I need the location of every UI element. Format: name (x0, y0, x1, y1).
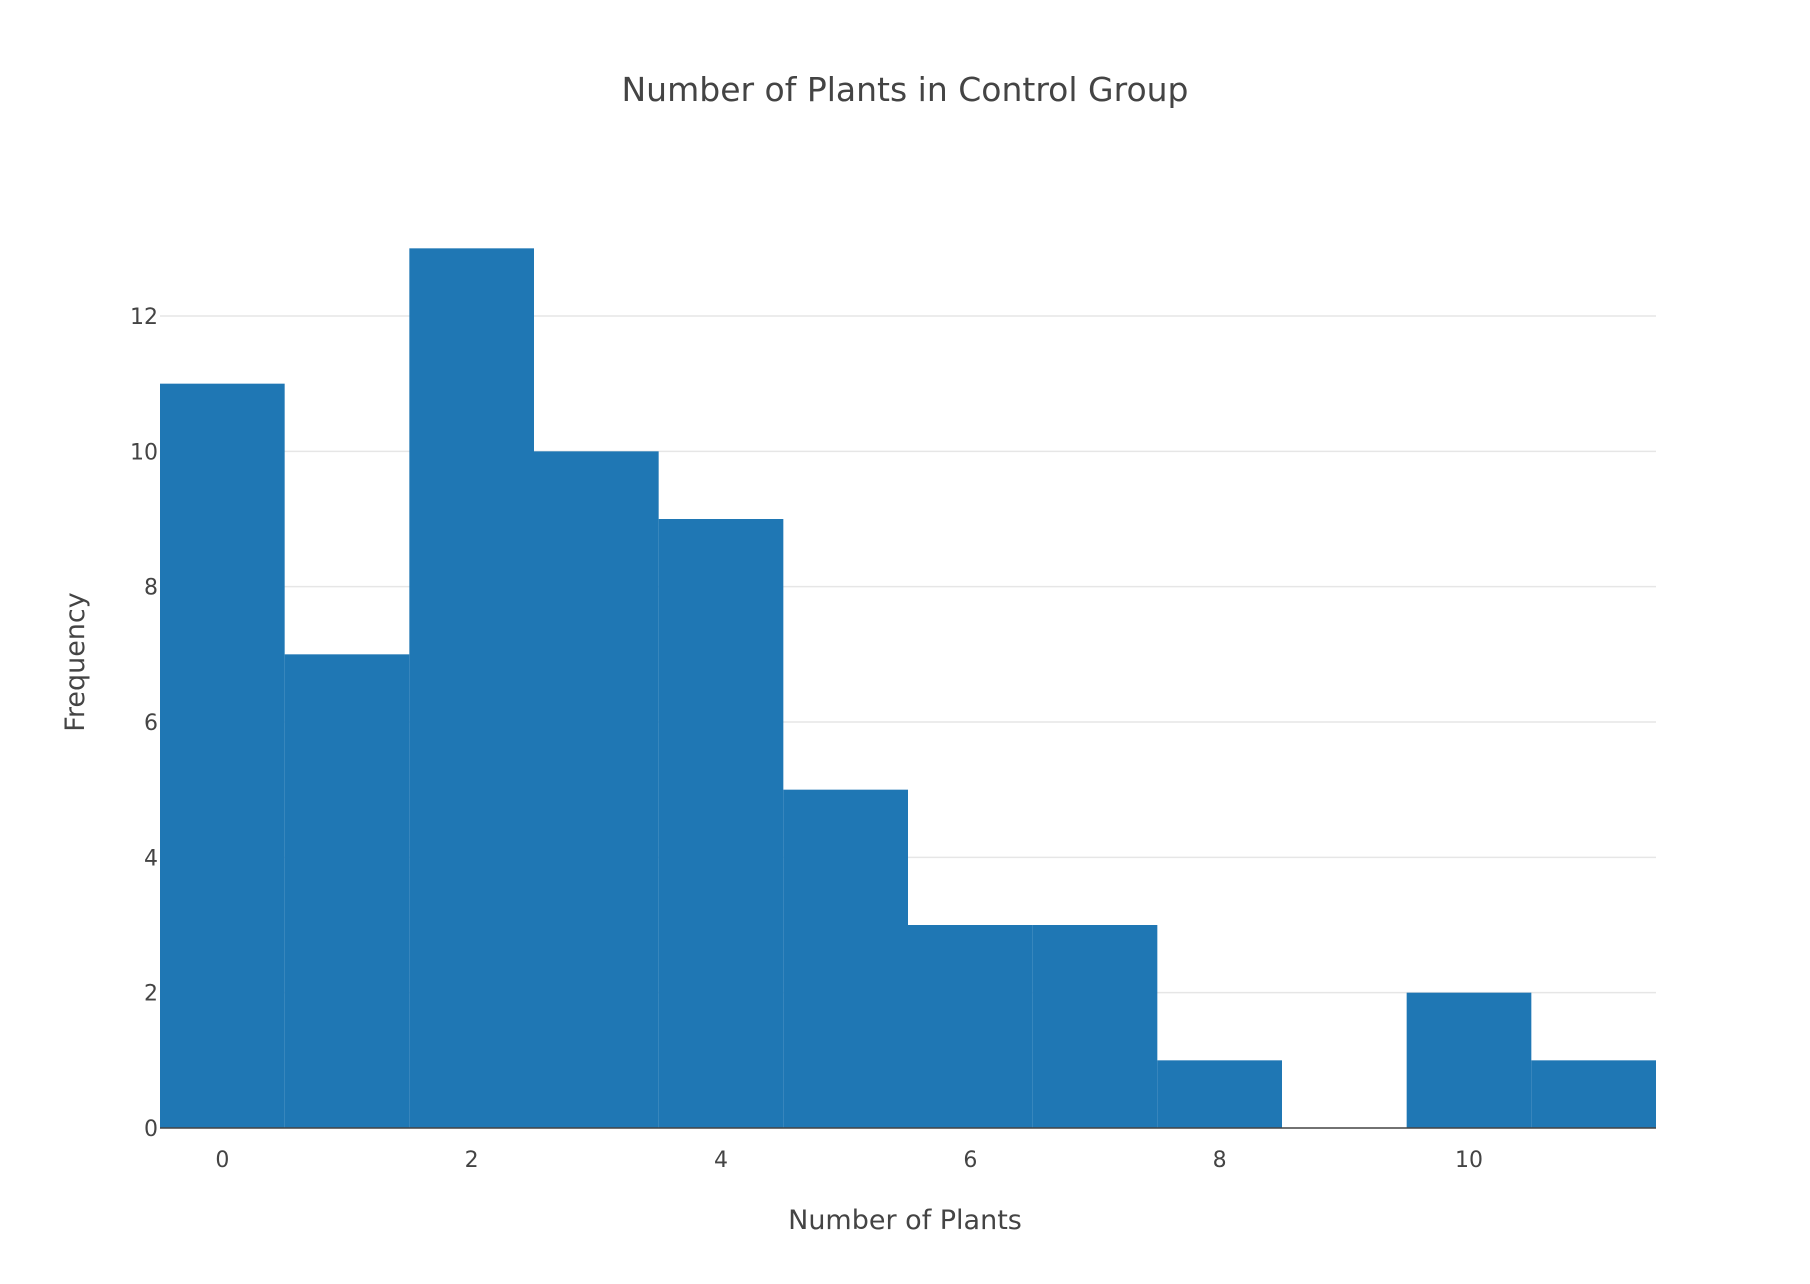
x-tick-label: 6 (963, 1148, 977, 1173)
x-tick-label: 4 (714, 1148, 728, 1173)
histogram-bar (1406, 992, 1532, 1128)
histogram-bar (783, 789, 908, 1128)
x-axis-title: Number of Plants (788, 1205, 1022, 1236)
chart-title: Number of Plants in Control Group (622, 70, 1189, 109)
x-tick-label: 2 (465, 1148, 479, 1173)
histogram-bar (658, 519, 784, 1128)
y-tick-label: 2 (144, 982, 158, 1007)
histogram-bar (160, 383, 285, 1129)
histogram-bar (908, 925, 1033, 1128)
y-tick-label: 12 (130, 305, 158, 330)
y-axis-title: Frequency (60, 592, 91, 732)
y-tick-label: 4 (144, 846, 158, 871)
y-tick-label: 8 (144, 576, 158, 601)
histogram-bar (1032, 925, 1158, 1128)
y-axis-ticks: 0 2 4 6 8 10 12 (130, 305, 158, 1142)
bars (160, 248, 1656, 1129)
histogram-bar (1157, 1060, 1282, 1128)
histogram-bar (1531, 1060, 1656, 1128)
x-axis-ticks: 0 2 4 6 8 10 (215, 1148, 1483, 1173)
y-tick-label: 6 (144, 711, 158, 736)
histogram-bar (534, 451, 659, 1128)
histogram-bar (284, 654, 410, 1128)
x-tick-label: 0 (215, 1148, 229, 1173)
histogram-bar (409, 248, 534, 1129)
x-tick-label: 10 (1455, 1148, 1483, 1173)
y-tick-label: 0 (144, 1117, 158, 1142)
x-tick-label: 8 (1213, 1148, 1227, 1173)
y-tick-label: 10 (130, 440, 158, 465)
